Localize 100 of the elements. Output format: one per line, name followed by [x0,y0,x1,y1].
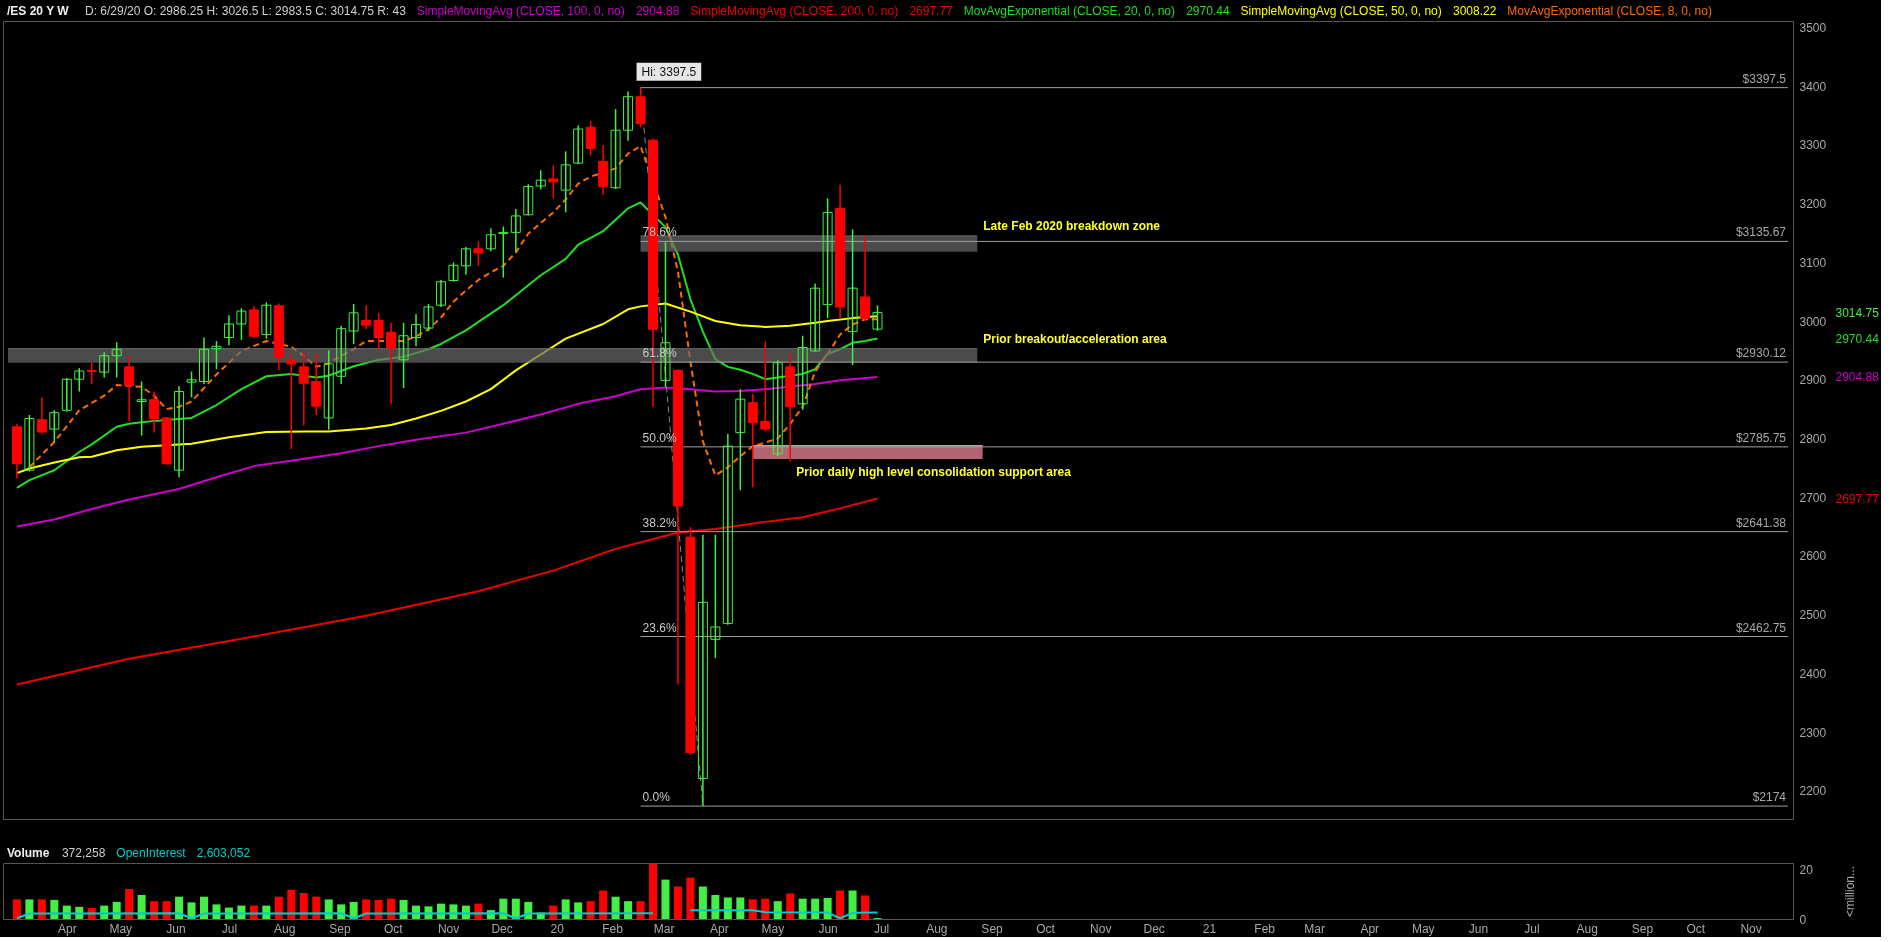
candlestick [236,307,247,341]
candlestick [697,534,708,807]
text: 2970.44 [1186,4,1230,18]
annotation: Prior daily high level consolidation support area [796,465,1072,480]
y-tick-label: 3200 [1799,197,1827,212]
y2-tick-label: 3014.75 [1835,305,1880,320]
candlestick [136,380,147,437]
candlestick [485,227,496,252]
candlestick [610,108,621,190]
candlestick [49,409,60,443]
x-tick-label: Sep [329,921,351,936]
candlestick [860,235,871,322]
y-axis-title: <million... [1842,865,1857,918]
x-tick-label: Apr [710,921,729,936]
chart-title: /ES 20 Y W [7,4,70,18]
x-tick-label: Aug [274,921,296,936]
candlestick [186,370,197,399]
candlestick [585,120,596,157]
bar [599,890,608,919]
y-tick-label: 20 [1799,862,1814,877]
bar [848,890,857,919]
y2-tick-label: 2697.77 [1835,492,1880,507]
candlestick [36,396,47,435]
x-tick-label: Jul [221,921,238,936]
candlestick [111,341,122,379]
chart-subtitle: D: 6/29/20 O: 2986.25 H: 3026.5 L: 2983.5 C: 3014.75 R: 43 [84,4,407,18]
y-tick-label: 2200 [1799,784,1827,799]
x-tick-label: Jul [1524,921,1540,936]
x-tick-label: Oct [384,921,404,936]
bar [611,896,620,919]
annotation: Prior breakout/acceleration area [983,331,1168,346]
x-tick-label: Apr [1360,921,1380,936]
data-label: $2174 [1752,790,1787,805]
text: 2,603,052 [196,846,251,860]
bar [649,863,658,919]
bar [861,895,870,919]
data-label: $2930.12 [1735,346,1787,361]
candlestick [174,385,185,478]
candlestick [411,313,422,348]
y-tick-label: 3100 [1799,255,1827,270]
annotation: 23.6% [642,620,677,635]
candlestick [423,303,434,332]
bar [137,894,146,919]
candlestick [124,354,135,422]
x-tick-label: Jun [818,921,838,936]
annotation: Late Feb 2020 breakdown zone [983,218,1161,233]
x-tick-label: Feb [1254,921,1276,936]
candlestick [323,349,334,431]
candlestick [523,183,534,217]
x-tick-label: May [109,921,133,936]
candlestick [797,334,808,411]
x-tick-label: Dec [491,921,513,936]
bar [698,886,707,919]
y-tick-label: 2800 [1799,432,1827,446]
candlestick [398,322,409,389]
y-tick-label: 0 [1799,912,1807,927]
candlestick [386,322,397,405]
x-tick-label: Jul [873,921,890,936]
x-tick-label: Nov [1090,921,1112,936]
bar [274,896,283,919]
y2-tick-label: 2970.44 [1835,331,1880,346]
candlestick [735,388,746,491]
candlestick [498,225,509,279]
line-series [15,497,879,686]
y-tick-label: 2600 [1799,549,1827,564]
x-tick-label: 20 [550,921,565,936]
candlestick [149,390,160,434]
candlestick [361,304,372,331]
bar [836,890,845,919]
candlestick [348,303,359,345]
x-tick-label: Jun [166,921,186,936]
text: SimpleMovingAvg (CLOSE, 200, 0, no) [690,4,899,18]
text: 2904.88 [635,4,680,18]
bar [736,897,745,919]
y-tick-label: 3000 [1799,314,1827,329]
bar [37,899,46,919]
candlestick [623,90,634,142]
candlestick [448,261,459,283]
candlestick [473,240,484,267]
x-tick-label: Nov [437,921,460,936]
x-tick-label: Mar [653,921,675,936]
bar [823,897,832,919]
y-tick-label: 2300 [1799,725,1827,740]
candlestick [710,534,721,659]
bar [673,886,682,919]
candlestick [548,164,559,200]
x-tick-label: Sep [1631,921,1654,936]
text: MovAvgExponential (CLOSE, 20, 0, no) [963,4,1175,18]
candlestick [99,351,110,379]
data-label: $3397.5 [1742,71,1787,86]
bar [686,877,695,919]
x-tick-label: May [1411,921,1435,936]
candlestick [747,393,758,488]
x-tick-label: Oct [1036,921,1056,936]
candlestick [211,340,222,370]
chart-title: Volume [7,846,50,860]
bar [12,899,21,919]
candlestick [560,150,571,214]
text: SimpleMovingAvg (CLOSE, 50, 0, no) [1240,4,1442,18]
x-tick-label: Aug [1576,921,1598,936]
